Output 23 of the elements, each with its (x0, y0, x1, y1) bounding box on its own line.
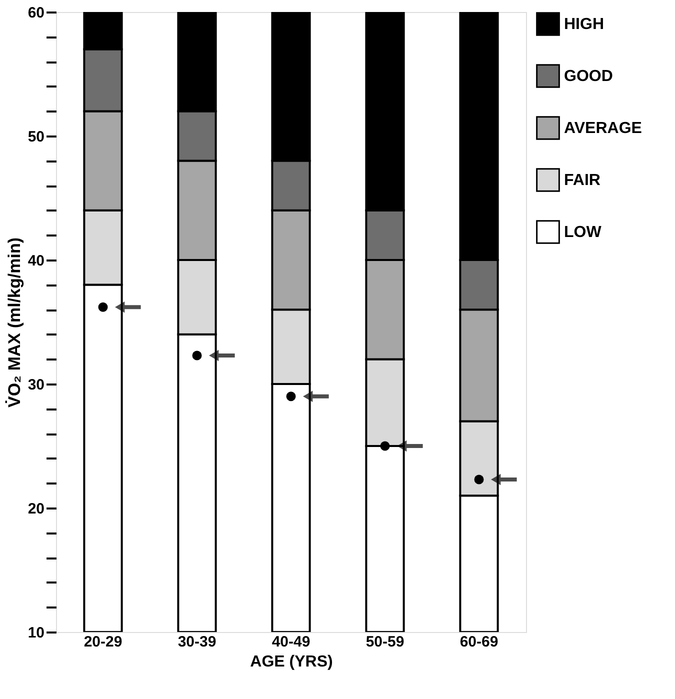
y-tick-label: 30 (28, 376, 44, 394)
y-tick-label: 60 (28, 4, 44, 22)
point (474, 474, 484, 484)
y-tick-label: 20 (28, 500, 44, 518)
y-tick-label: 40 (28, 252, 44, 270)
legend-label: HIGH (564, 16, 604, 33)
legend-label: GOOD (564, 68, 613, 85)
x-tick-label: 30-39 (178, 634, 216, 650)
y-tick-label: 10 (28, 624, 44, 642)
point (380, 441, 390, 451)
y-axis-title: V̇O₂ MAX (ml/kg/min) (4, 237, 24, 408)
legend-label: FAIR (564, 172, 601, 189)
legend-label: LOW (564, 224, 602, 241)
x-tick-label: 50-59 (366, 634, 404, 650)
y-tick-label: 50 (28, 128, 44, 146)
x-axis-title: AGE (YRS) (250, 654, 333, 670)
point (286, 392, 296, 402)
x-tick-label: 20-29 (84, 634, 122, 650)
point (192, 350, 202, 360)
point (98, 302, 108, 312)
x-tick-label: 40-49 (272, 634, 310, 650)
x-tick-label: 60-69 (460, 634, 498, 650)
legend-label: AVERAGE (564, 120, 642, 137)
